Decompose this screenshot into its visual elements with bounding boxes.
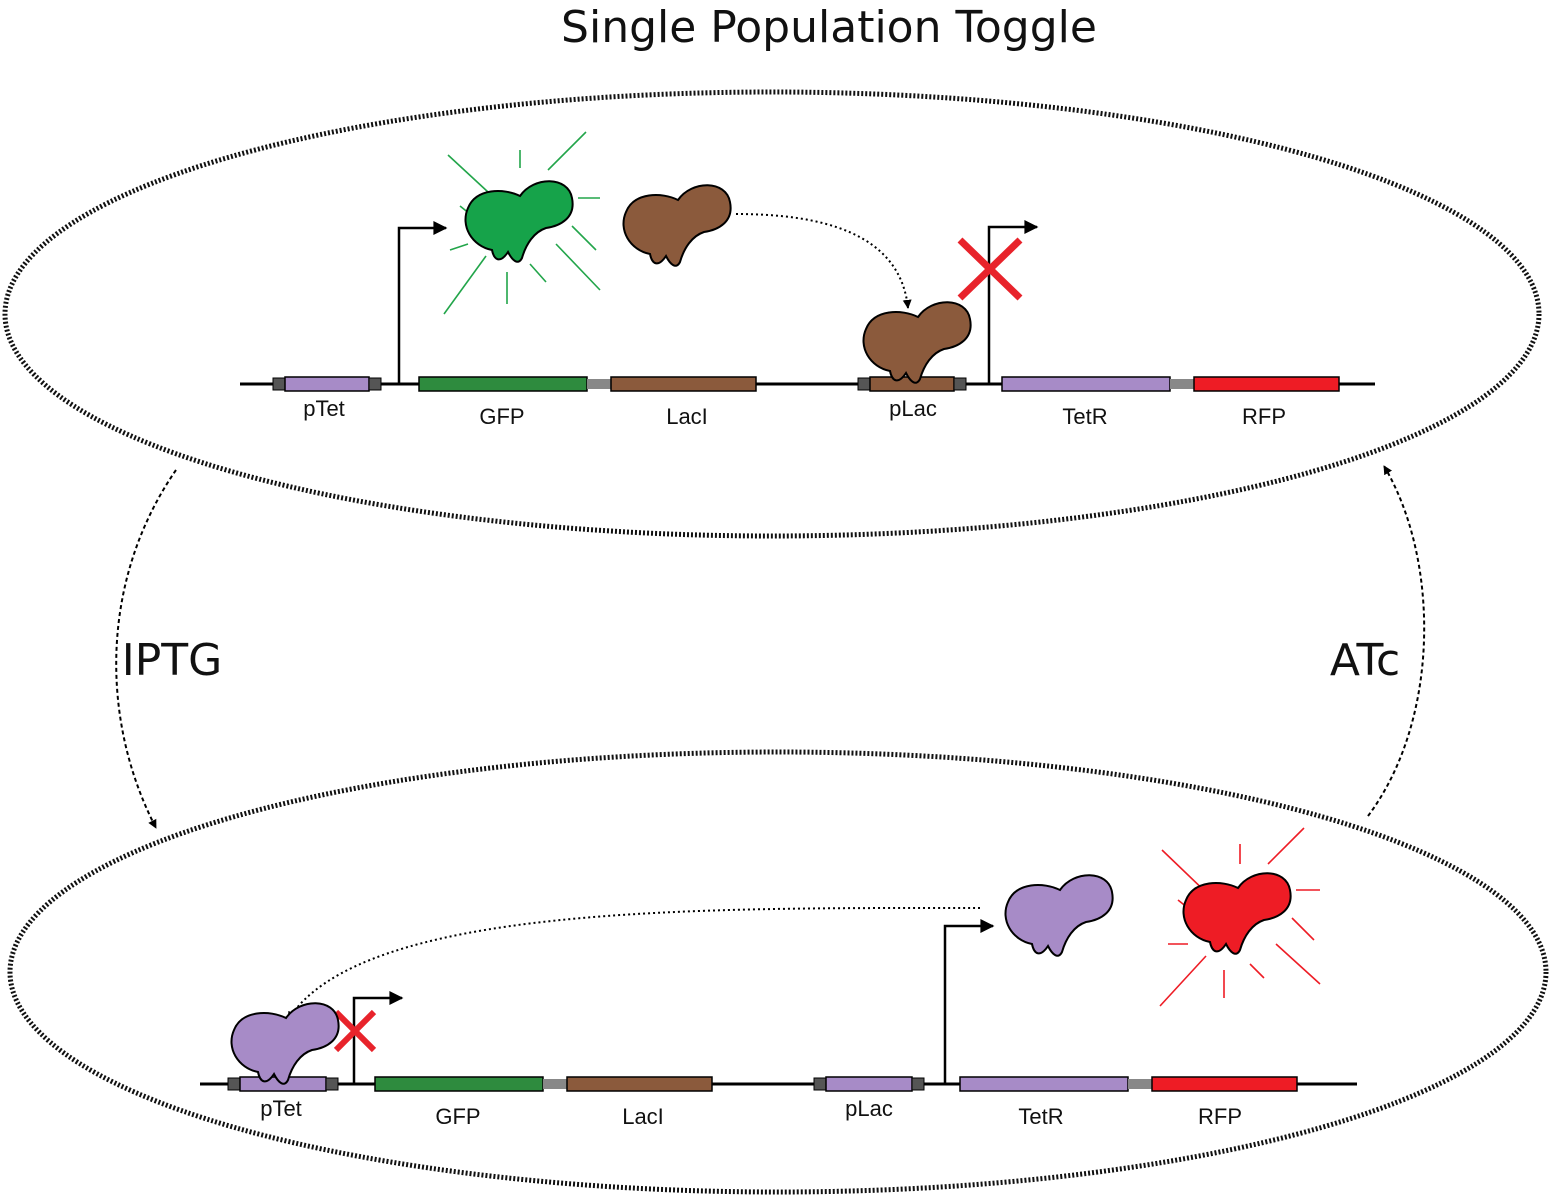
protein-rfp-bottom <box>1182 872 1292 955</box>
label-ptet-top: pTet <box>303 396 345 421</box>
label-ptet-bottom: pTet <box>260 1096 302 1121</box>
linker-bottom-2 <box>1128 1079 1152 1089</box>
linker-bottom-1 <box>543 1079 567 1089</box>
label-laci-top: LacI <box>666 404 708 429</box>
linker-top-2 <box>1170 379 1194 389</box>
promoter-plac-bottom <box>813 1076 925 1092</box>
gene-gfp-bottom <box>374 1076 544 1092</box>
transition-label-iptg: IPTG <box>122 635 222 686</box>
label-plac-bottom: pLac <box>845 1096 893 1121</box>
linker-top-1 <box>587 379 611 389</box>
cell-membrane-bottom <box>7 749 1549 1195</box>
promoter-ptet-top <box>272 376 382 392</box>
glow-rays-gfp <box>443 131 601 315</box>
cell-green-state: pTet GFP LacI pLac TetR RFP <box>2 89 1542 539</box>
label-gfp-bottom: GFP <box>435 1104 480 1129</box>
gene-rfp-bottom <box>1151 1076 1298 1092</box>
label-tetr-top: TetR <box>1062 404 1107 429</box>
transition-label-atc: ATc <box>1330 635 1400 686</box>
gene-rfp-top <box>1193 376 1340 392</box>
gene-tetr-top <box>1001 376 1171 392</box>
transition-arrow-iptg <box>115 469 177 829</box>
protein-tetr-bound-bottom <box>230 1002 340 1085</box>
binding-path-tetr-bottom <box>287 906 981 1021</box>
label-gfp-top: GFP <box>479 404 524 429</box>
protein-laci-bound-top <box>862 301 972 384</box>
protein-tetr-free-bottom <box>1004 874 1114 957</box>
transcription-arrow-ptet-top <box>397 221 448 384</box>
protein-gfp-top <box>464 180 574 263</box>
cell-red-state: pTet GFP LacI pLac TetR RFP <box>7 749 1549 1195</box>
repression-cross-top <box>957 237 1023 301</box>
gene-gfp-top <box>418 376 588 392</box>
gene-laci-bottom <box>566 1076 713 1092</box>
gene-tetr-bottom <box>959 1076 1129 1092</box>
cell-membrane-top <box>2 89 1542 539</box>
binding-path-laci-top <box>735 213 912 309</box>
gene-laci-top <box>610 376 757 392</box>
transcription-arrow-plac-top <box>987 220 1039 384</box>
label-laci-bottom: LacI <box>622 1104 664 1129</box>
label-plac-top: pLac <box>889 396 937 421</box>
promoter-plac-top <box>857 376 967 392</box>
diagram-title: Single Population Toggle <box>561 2 1097 53</box>
label-tetr-bottom: TetR <box>1018 1104 1063 1129</box>
transition-arrow-atc <box>1367 465 1426 817</box>
protein-laci-free-top <box>622 184 732 267</box>
label-rfp-top: RFP <box>1242 404 1286 429</box>
transcription-arrow-ptet-bottom <box>352 991 404 1084</box>
transcription-arrow-plac-bottom <box>943 919 995 1084</box>
label-rfp-bottom: RFP <box>1198 1104 1242 1129</box>
repression-cross-bottom <box>333 1009 377 1053</box>
